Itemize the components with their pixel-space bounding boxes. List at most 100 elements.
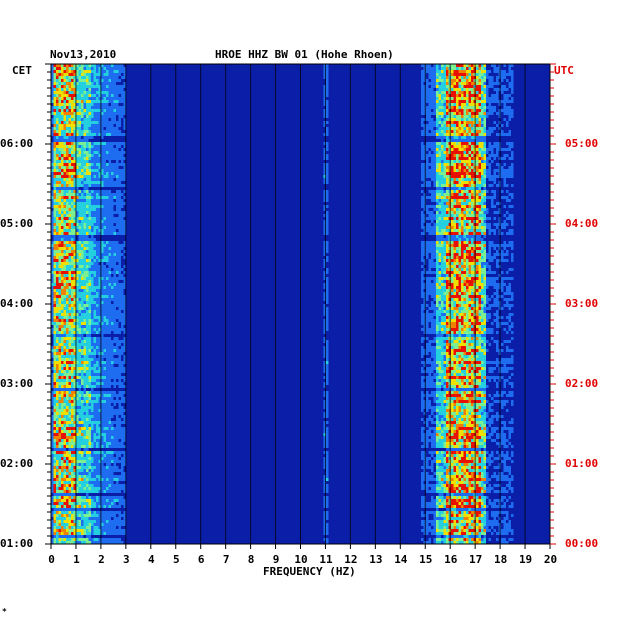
spectrogram-cell xyxy=(108,226,111,229)
spectrogram-cell xyxy=(66,208,69,211)
spectrogram-cell xyxy=(88,280,91,283)
spectrogram-cell xyxy=(443,178,446,181)
spectrogram-cell xyxy=(466,94,469,97)
spectrogram-cell xyxy=(488,229,491,232)
spectrogram-cell xyxy=(63,199,66,202)
spectrogram-cell xyxy=(453,154,456,157)
spectrogram-cell xyxy=(458,166,461,169)
spectrogram-cell xyxy=(111,181,114,184)
spectrogram-cell xyxy=(478,307,481,310)
spectrogram-cell xyxy=(476,163,479,166)
spectrogram-cell xyxy=(436,157,439,160)
spectrogram-cell xyxy=(53,145,56,148)
spectrogram-cell xyxy=(68,259,71,262)
spectrogram-cell xyxy=(433,64,436,67)
spectrogram-cell xyxy=(81,130,84,133)
spectrogram-cell xyxy=(478,250,481,253)
spectrogram-cell xyxy=(326,148,329,151)
spectrogram-cell xyxy=(431,85,434,88)
spectrogram-cell xyxy=(431,220,434,223)
spectrogram-cell xyxy=(421,94,424,97)
spectrogram-cell xyxy=(478,184,481,187)
spectrogram-cell xyxy=(433,67,436,70)
spectrogram-cell xyxy=(456,175,459,178)
spectrogram-cell xyxy=(86,199,89,202)
spectrogram-cell xyxy=(58,82,61,85)
spectrogram-cell xyxy=(451,298,454,301)
spectrogram-cell xyxy=(511,295,514,298)
spectrogram-cell xyxy=(121,175,124,178)
spectrogram-cell xyxy=(323,244,326,247)
spectrogram-cell xyxy=(466,301,469,304)
spectrogram-cell xyxy=(96,115,99,118)
spectrogram-cell xyxy=(481,271,484,274)
spectrogram-cell xyxy=(121,274,124,277)
spectrogram-cell xyxy=(491,199,494,202)
spectrogram-cell xyxy=(63,133,66,136)
spectrogram-cell xyxy=(453,76,456,79)
spectrogram-cell xyxy=(93,253,96,256)
spectrogram-cell xyxy=(501,175,504,178)
spectrogram-cell xyxy=(451,271,454,274)
spectrogram-cell xyxy=(111,127,114,130)
spectrogram-cell xyxy=(103,265,106,268)
spectrogram-cell xyxy=(466,268,469,271)
spectrogram-cell xyxy=(461,163,464,166)
spectrogram-cell xyxy=(468,103,471,106)
spectrogram-cell xyxy=(431,295,434,298)
spectrogram-cell xyxy=(81,241,84,244)
spectrogram-cell xyxy=(83,91,86,94)
spectrogram-cell xyxy=(61,307,64,310)
spectrogram-cell xyxy=(486,133,489,136)
spectrogram-cell xyxy=(463,121,466,124)
spectrogram-cell xyxy=(441,118,444,121)
spectrogram-cell xyxy=(476,142,479,145)
spectrogram-cell xyxy=(463,250,466,253)
spectrogram-cell xyxy=(453,223,456,226)
spectrogram-cell xyxy=(68,244,71,247)
spectrogram-cell xyxy=(438,253,441,256)
spectrogram-cell xyxy=(486,211,489,214)
spectrogram-cell xyxy=(51,169,54,172)
spectrogram-cell xyxy=(108,79,111,82)
spectrogram-cell xyxy=(78,262,81,265)
spectrogram-cell xyxy=(63,172,66,175)
spectrogram-cell xyxy=(458,226,461,229)
spectrogram-cell xyxy=(63,247,66,250)
spectrogram-cell xyxy=(463,232,466,235)
spectrogram-cell xyxy=(461,241,464,244)
spectrogram-cell xyxy=(436,130,439,133)
spectrogram-cell xyxy=(478,277,481,280)
spectrogram-cell xyxy=(486,262,489,265)
spectrogram-cell xyxy=(471,259,474,262)
spectrogram-cell xyxy=(51,247,54,250)
spectrogram-cell xyxy=(506,169,509,172)
spectrogram-cell xyxy=(436,187,439,190)
spectrogram-cell xyxy=(71,151,74,154)
spectrogram-cell xyxy=(481,154,484,157)
spectrogram-cell xyxy=(98,82,101,85)
spectrogram-cell xyxy=(458,130,461,133)
spectrogram-cell xyxy=(73,271,76,274)
spectrogram-cell xyxy=(491,154,494,157)
spectrogram-cell xyxy=(78,79,81,82)
spectrogram-cell xyxy=(91,112,94,115)
spectrogram-cell xyxy=(503,163,506,166)
spectrogram-cell xyxy=(451,277,454,280)
spectrogram-cell xyxy=(483,157,486,160)
spectrogram-cell xyxy=(71,127,74,130)
spectrogram-cell xyxy=(421,226,424,229)
spectrogram-cell xyxy=(461,67,464,70)
spectrogram-cell xyxy=(483,214,486,217)
spectrogram-cell xyxy=(111,262,114,265)
spectrogram-cell xyxy=(436,217,439,220)
spectrogram-cell xyxy=(91,235,94,238)
spectrogram-cell xyxy=(73,244,76,247)
spectrogram-cell xyxy=(431,247,434,250)
spectrogram-cell xyxy=(483,109,486,112)
spectrogram-cell xyxy=(113,97,116,100)
spectrogram-cell xyxy=(103,289,106,292)
spectrogram-cell xyxy=(468,220,471,223)
spectrogram-cell xyxy=(483,292,486,295)
spectrogram-cell xyxy=(433,181,436,184)
